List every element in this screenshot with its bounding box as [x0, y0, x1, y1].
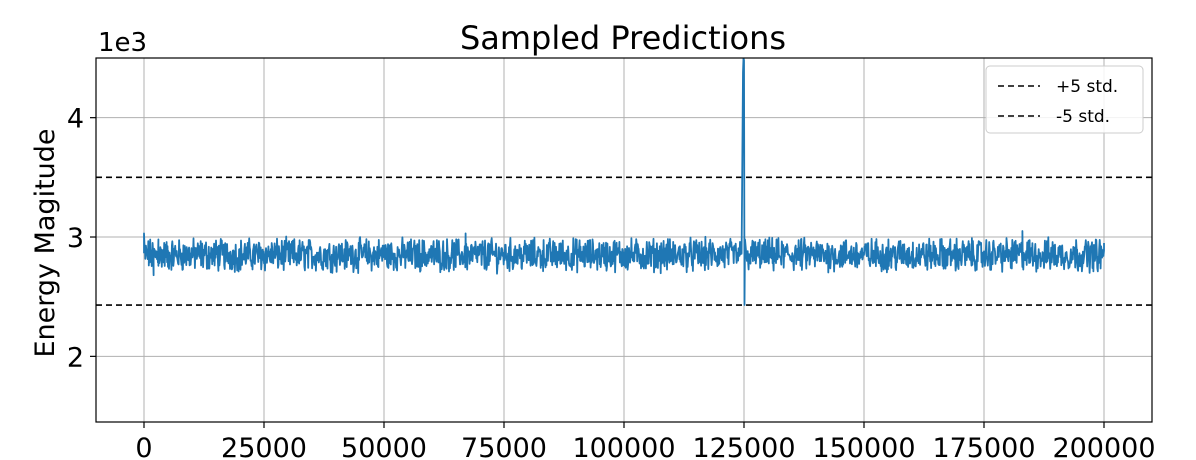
x-tick-label: 25000 [221, 433, 307, 460]
x-tick-label: 175000 [932, 433, 1035, 460]
x-axis: 0 25000 50000 75000 100000 125000 150000 175000… [135, 422, 1156, 460]
series-group [143, 58, 1105, 306]
legend-box [985, 65, 1144, 134]
x-tick-label: 150000 [812, 433, 915, 460]
series-line [143, 58, 1105, 306]
x-tick-label: 200000 [1052, 433, 1155, 460]
x-tick-label: 125000 [692, 433, 795, 460]
y-tick-label: 2 [67, 342, 84, 373]
legend: +5 std. -5 std. [985, 65, 1144, 134]
x-tick-label: 100000 [572, 433, 675, 460]
y-tick-label: 3 [67, 223, 84, 254]
chart-title: Sampled Predictions [460, 19, 786, 57]
y-offset-label: 1e3 [98, 28, 147, 58]
y-tick-label: 4 [67, 104, 84, 135]
legend-label-minus: -5 std. [1056, 107, 1110, 127]
x-tick-label: 75000 [461, 433, 547, 460]
x-tick-label: 50000 [341, 433, 427, 460]
legend-label-plus: +5 std. [1056, 77, 1118, 97]
y-axis-label: Energy Magitude [30, 128, 61, 357]
x-tick-label: 0 [135, 433, 152, 460]
y-axis: 2 3 4 [67, 104, 96, 373]
threshold-lines [96, 176, 1152, 306]
